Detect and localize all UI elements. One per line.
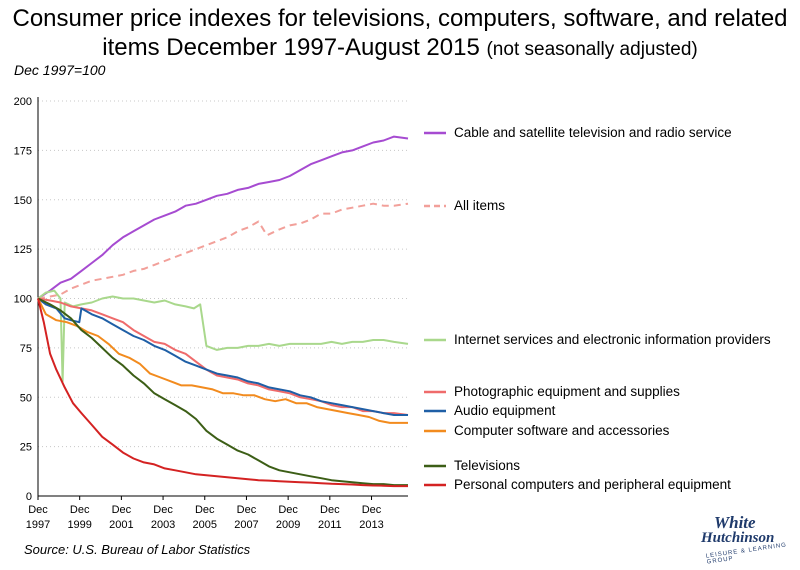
x-tick-label-year: 2003 xyxy=(151,519,175,531)
x-tick-label-year: 2007 xyxy=(234,519,258,531)
y-tick-label: 75 xyxy=(20,343,32,355)
series-line-all-items xyxy=(37,202,409,300)
legend-label-computer-software-and-accessories: Computer software and accessories xyxy=(454,423,670,438)
x-tick-label-month: Dec xyxy=(362,504,382,516)
y-tick-label: 25 xyxy=(20,442,32,454)
y-tick-label: 200 xyxy=(14,96,32,108)
x-tick-label-year: 2005 xyxy=(193,519,217,531)
legend-label-audio-equipment: Audio equipment xyxy=(454,403,556,418)
legend-label-all-items: All items xyxy=(454,198,505,213)
legend-label-internet-services-and-electronic-information-providers: Internet services and electronic informa… xyxy=(454,332,771,347)
x-tick-label-month: Dec xyxy=(153,504,173,516)
legend-label-personal-computers-and-peripheral-equipment: Personal computers and peripheral equipm… xyxy=(454,477,731,492)
x-tick-label-month: Dec xyxy=(237,504,257,516)
logo-line1: White xyxy=(714,513,756,532)
series-line-audio-equipment xyxy=(37,297,408,416)
x-tick-label-month: Dec xyxy=(70,504,90,516)
x-tick-label-month: Dec xyxy=(28,504,48,516)
x-tick-label-month: Dec xyxy=(320,504,340,516)
x-tick-label-year: 1999 xyxy=(67,519,91,531)
chart-title: Consumer price indexes for televisions, … xyxy=(0,4,800,64)
logo-line2: Hutchinson xyxy=(701,530,775,546)
y-tick-label: 50 xyxy=(20,392,32,404)
x-tick-label-year: 2011 xyxy=(318,519,342,531)
series-line-photographic-equipment-and-supplies xyxy=(37,297,409,416)
chart-title-text: Consumer price indexes for televisions, … xyxy=(12,5,788,61)
series-line-personal-computers-and-peripheral-equipment xyxy=(37,298,408,488)
unit-label: Dec 1997=100 xyxy=(14,62,106,78)
y-tick-label: 150 xyxy=(14,195,32,207)
legend-label-photographic-equipment-and-supplies: Photographic equipment and supplies xyxy=(454,384,680,399)
x-tick-label-month: Dec xyxy=(112,504,132,516)
white-hutchinson-logo: White Hutchinson LEISURE & LEARNING GROU… xyxy=(668,505,788,566)
series-line-televisions xyxy=(37,297,408,487)
y-tick-label: 0 xyxy=(26,491,32,503)
x-tick-label-year: 2009 xyxy=(276,519,300,531)
x-tick-label-month: Dec xyxy=(278,504,298,516)
y-tick-label: 125 xyxy=(14,244,32,256)
x-tick-label-month: Dec xyxy=(195,504,215,516)
series-line-computer-software-and-accessories xyxy=(37,298,408,424)
series-line-cable-and-satellite-television-and-radio-service xyxy=(37,135,409,300)
y-tick-label: 175 xyxy=(14,145,32,157)
legend-label-cable-and-satellite-television-and-radio-service: Cable and satellite television and radio… xyxy=(454,125,732,140)
legend-label-televisions: Televisions xyxy=(454,458,520,473)
x-tick-label-year: 2001 xyxy=(109,519,133,531)
x-tick-label-year: 1997 xyxy=(26,519,50,531)
series-line-internet-services-and-electronic-information-providers xyxy=(37,289,409,383)
source-note: Source: U.S. Bureau of Labor Statistics xyxy=(24,542,251,557)
y-tick-label: 100 xyxy=(14,294,32,306)
chart-title-note: (not seasonally adjusted) xyxy=(486,39,698,60)
x-tick-label-year: 2013 xyxy=(359,519,383,531)
